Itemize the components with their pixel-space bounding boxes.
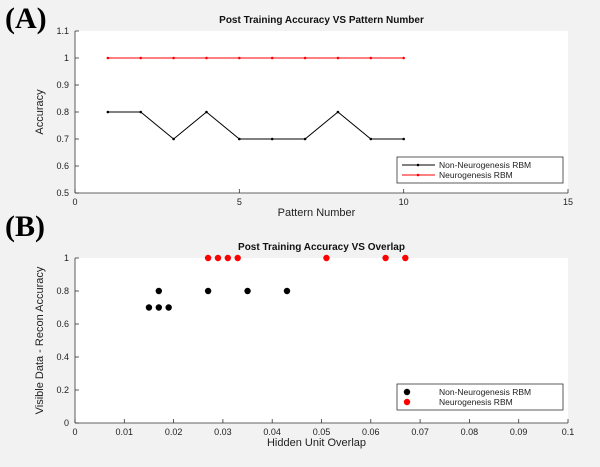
chart-title: Post Training Accuracy VS Overlap <box>238 242 405 253</box>
y-tick-label: 0.6 <box>56 319 69 329</box>
x-tick-label: 0.04 <box>263 427 281 437</box>
y-tick-label: 1 <box>64 253 69 263</box>
data-point <box>238 137 241 141</box>
data-point <box>238 56 241 60</box>
scatter-point <box>283 287 291 295</box>
scatter-point <box>155 304 163 311</box>
legend-marker <box>403 398 411 406</box>
series-line <box>107 111 404 140</box>
legend-marker <box>416 173 420 177</box>
scatter-point <box>244 287 251 295</box>
x-tick-label: 0.1 <box>562 427 575 437</box>
legend-box <box>396 383 564 411</box>
data-point <box>106 110 110 114</box>
y-tick-label: 0.7 <box>56 134 69 144</box>
legend-entry: Neurogenesis RBM <box>439 397 513 407</box>
x-tick-label: 0.08 <box>461 427 479 437</box>
scatter-point <box>155 287 163 295</box>
scatter-point <box>214 254 222 262</box>
y-tick-label: 0 <box>64 418 69 428</box>
legend-entry: Non-Neurogenesis RBM <box>439 160 531 170</box>
data-point <box>172 137 175 141</box>
data-point <box>402 56 405 60</box>
x-axis-label: Hidden Unit Overlap <box>267 437 366 449</box>
panel-b-label: (B) <box>5 210 45 243</box>
y-tick-label: 0.8 <box>56 286 69 296</box>
chart-title: Post Training Accuracy VS Pattern Number <box>219 15 424 26</box>
scatter-point <box>234 254 241 262</box>
chart-a: 0 5 10 15 0.5 0.6 0.7 0.8 0.9 1 1.1 Post Training A… <box>34 15 573 219</box>
y-tick-label: 0.2 <box>56 385 69 395</box>
data-point <box>205 56 208 60</box>
legend-entry: Non-Neurogenesis RBM <box>439 387 531 397</box>
scatter-point <box>323 254 330 262</box>
y-axis-label: Accuracy <box>34 89 46 135</box>
scatter-point <box>165 304 172 311</box>
legend-marker <box>416 163 420 167</box>
x-tick-label: 0 <box>72 197 77 207</box>
y-tick-label: 0.8 <box>56 107 69 117</box>
x-tick-label: 0.02 <box>165 427 183 437</box>
x-tick-label: 0.07 <box>411 427 429 437</box>
x-tick-label: 15 <box>563 197 573 207</box>
legend-entry: Neurogenesis RBM <box>439 170 513 180</box>
legend-box <box>396 156 564 184</box>
y-tick-label: 0.4 <box>56 352 69 362</box>
panel-a-label: (A) <box>5 2 47 35</box>
x-tick-label: 5 <box>237 197 242 207</box>
y-axis-label: Visible Data - Recon Accuracy <box>34 266 46 414</box>
legend-marker <box>403 388 411 396</box>
data-point <box>336 110 340 114</box>
x-tick-label: 10 <box>399 197 409 207</box>
y-tick-label: 0.6 <box>56 161 69 171</box>
scatter-point <box>382 254 389 262</box>
chart-b: 0 0.01 0.02 0.03 0.04 0.05 0.06 0.07 0.08 0.09 0.1… <box>34 242 574 449</box>
scatter-point <box>145 304 153 311</box>
y-tick-label: 0.9 <box>56 80 69 90</box>
data-point <box>270 137 274 141</box>
scatter-point <box>224 254 232 262</box>
data-point <box>139 56 143 60</box>
data-point <box>270 56 274 60</box>
x-tick-label: 0.05 <box>313 427 331 437</box>
data-point <box>205 110 208 114</box>
x-tick-label: 0.06 <box>362 427 380 437</box>
x-tick-label: 0.09 <box>510 427 528 437</box>
data-point <box>172 56 175 60</box>
data-point <box>369 137 373 141</box>
data-point <box>402 137 405 141</box>
y-tick-label: 1.1 <box>56 26 69 36</box>
y-tick-label: 0.5 <box>56 188 69 198</box>
y-tick-label: 1 <box>64 53 69 63</box>
data-point <box>303 137 307 141</box>
data-point <box>106 56 110 60</box>
data-point <box>139 110 143 114</box>
scatter-point <box>204 254 212 262</box>
x-tick-label: 0.01 <box>116 427 134 437</box>
data-point <box>369 56 373 60</box>
scatter-point <box>402 254 409 262</box>
scatter-point <box>204 287 212 295</box>
x-axis-label: Pattern Number <box>278 207 356 219</box>
data-point <box>303 56 307 60</box>
x-tick-label: 0 <box>72 427 77 437</box>
data-point <box>336 56 340 60</box>
x-tick-label: 0.03 <box>214 427 232 437</box>
